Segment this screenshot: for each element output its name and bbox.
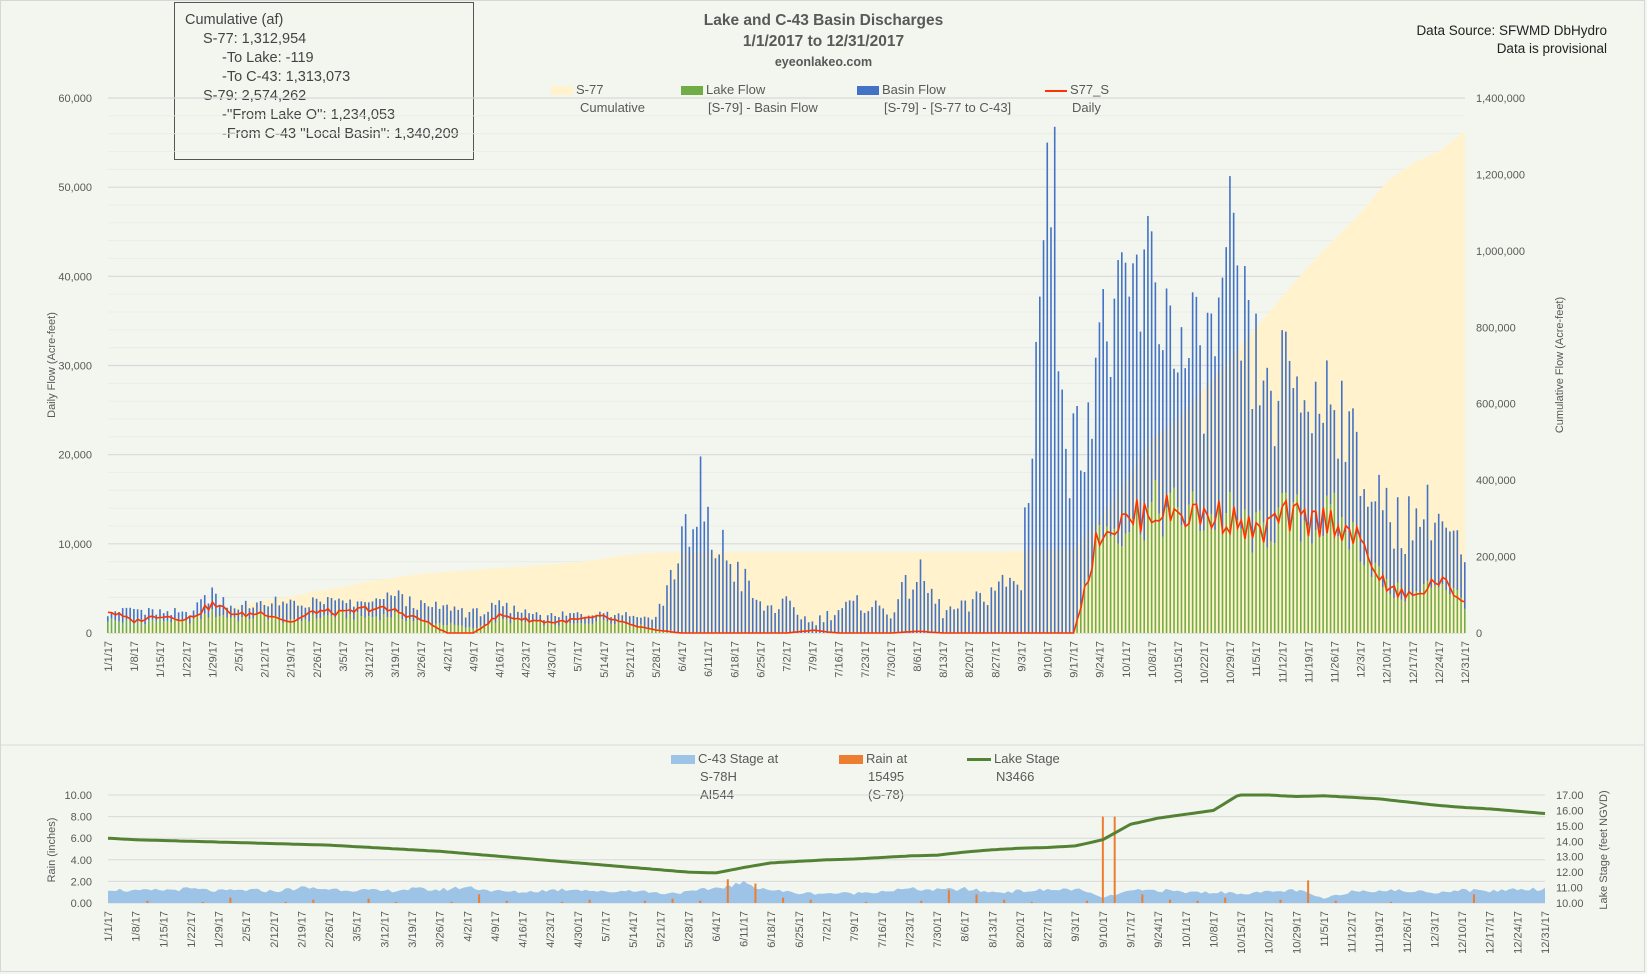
legend-sublabel: Daily	[1072, 100, 1101, 115]
legend-label: Rain at	[866, 751, 908, 766]
cumulative-from-basin: -From C-43 ''Local Basin'': 1,340,209	[222, 126, 459, 142]
legend-s77-cumulative: S-77 Cumulative	[551, 81, 645, 117]
chart-date-range: 1/1/2017 to 12/31/2017	[742, 33, 905, 50]
legend-label: C-43 Stage at	[698, 751, 779, 766]
legend-sublabel: [S-79] - [S-77 to C-43]	[884, 100, 1012, 115]
cumulative-to-lake: -To Lake: -119	[222, 50, 314, 66]
data-source: Data Source: SFWMD DbHydro	[1416, 23, 1607, 38]
legend-sublabel: N3466	[996, 769, 1035, 784]
legend-swatch-lake-stage	[967, 758, 991, 762]
chart-title: Lake and C-43 Basin Discharges	[703, 12, 944, 29]
legend-swatch-cumulative	[551, 86, 573, 96]
legend-c43-stage: C-43 Stage at S-78H AI544	[671, 750, 778, 804]
cumulative-summary-box: Cumulative (af) S-77: 1,312,954 -To Lake…	[174, 2, 474, 160]
cumulative-s77: S-77: 1,312,954	[203, 31, 307, 47]
legend-label: S-77	[576, 82, 604, 97]
data-provisional-note: Data is provisional	[1496, 41, 1607, 56]
legend-s77-daily: S77_S Daily	[1045, 81, 1109, 117]
legend-lake-flow: Lake Flow [S-79] - Basin Flow	[681, 81, 818, 117]
legend-basin-flow: Basin Flow [S-79] - [S-77 to C-43]	[857, 81, 1011, 117]
legend-sublabel: S-78H	[700, 769, 737, 784]
legend-sublabel: Cumulative	[580, 100, 646, 115]
legend-swatch-basin-flow	[857, 86, 879, 96]
legend-swatch-s77-line	[1045, 89, 1067, 92]
legend-label: Basin Flow	[882, 82, 946, 97]
cumulative-to-c43: -To C-43: 1,313,073	[222, 69, 351, 85]
legend-label: Lake Flow	[706, 82, 766, 97]
chart-site: eyeonlakeo.com	[774, 55, 873, 69]
legend-rain: Rain at 15495 (S-78)	[839, 750, 907, 804]
legend-swatch-lake-flow	[681, 86, 703, 96]
cumulative-from-lake: -''From Lake O'': 1,234,053	[222, 107, 396, 123]
legend-sublabel: AI544	[700, 787, 734, 802]
legend-label: S77_S	[1070, 82, 1110, 97]
legend-lake-stage: Lake Stage N3466	[967, 750, 1060, 786]
legend-sublabel: 15495	[868, 769, 905, 784]
cumulative-s79: S-79: 2,574,262	[203, 88, 307, 104]
legend-swatch-c43-stage	[671, 755, 695, 765]
cumulative-heading: Cumulative (af)	[185, 12, 284, 28]
legend-swatch-rain	[839, 755, 863, 765]
legend-label: Lake Stage	[994, 751, 1060, 766]
legend-sublabel: [S-79] - Basin Flow	[708, 100, 818, 115]
legend-sublabel: (S-78)	[868, 787, 905, 802]
